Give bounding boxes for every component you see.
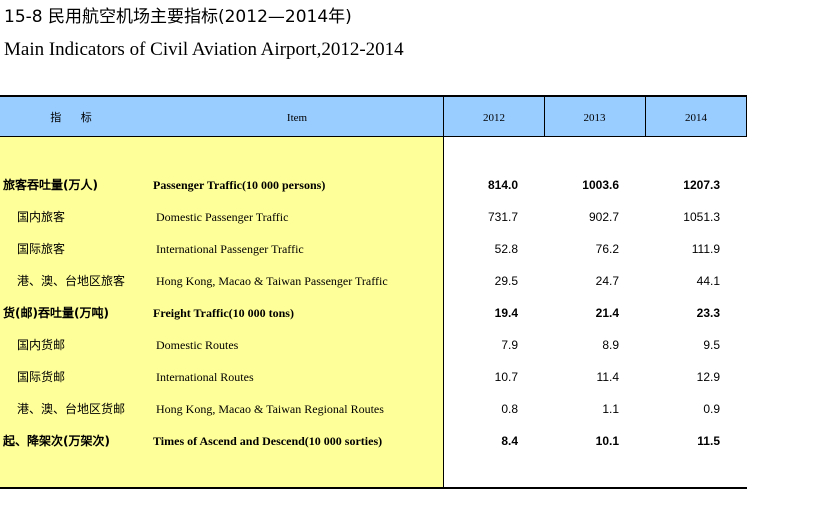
row-label-cn: 国内旅客 (17, 210, 66, 224)
value-2013: 1.1 (602, 402, 619, 416)
table-row-domestic-passenger: 国内旅客 Domestic Passenger Traffic 731.7 90… (0, 201, 747, 233)
row-label-en: Domestic Routes (156, 338, 239, 352)
row-label-cn: 港、澳、台地区货邮 (17, 402, 126, 416)
indicators-table: 指 标 Item 2012 2013 2014 旅客吞吐量(万人) Passen… (0, 95, 747, 489)
row-label-cn: 旅客吞吐量(万人) (3, 178, 98, 192)
value-2014: 111.9 (691, 242, 720, 256)
row-label-en: Freight Traffic(10 000 tons) (153, 306, 294, 320)
table-row-hk-macao-taiwan-passenger: 港、澳、台地区旅客 Hong Kong, Macao & Taiwan Pass… (0, 265, 747, 297)
table-row-freight-traffic: 货(邮)吞吐量(万吨) Freight Traffic(10 000 tons)… (0, 297, 747, 329)
table-row-passenger-traffic: 旅客吞吐量(万人) Passenger Traffic(10 000 perso… (0, 169, 747, 201)
header-year-2012: 2012 (483, 112, 505, 124)
row-label-cn: 国内货邮 (17, 338, 66, 352)
value-2013: 11.4 (596, 370, 619, 384)
value-2014: 1051.3 (683, 210, 720, 224)
column-divider (443, 95, 444, 487)
page-title-english: Main Indicators of Civil Aviation Airpor… (4, 39, 404, 60)
row-label-cn: 港、澳、台地区旅客 (17, 274, 126, 288)
value-2014: 44.1 (696, 274, 720, 288)
row-label-cn: 起、降架次(万架次) (3, 434, 110, 448)
value-2012: 19.4 (494, 306, 518, 320)
table-row-hk-macao-taiwan-routes: 港、澳、台地区货邮 Hong Kong, Macao & Taiwan Regi… (0, 393, 747, 425)
value-2013: 24.7 (595, 274, 619, 288)
label-column-background (0, 137, 444, 487)
value-2012: 7.9 (501, 338, 518, 352)
value-2014: 12.9 (696, 370, 720, 384)
value-2013: 1003.6 (582, 178, 619, 192)
value-2012: 10.7 (494, 370, 518, 384)
value-2012: 731.7 (487, 210, 518, 224)
page-title-chinese: 15-8 民用航空机场主要指标(2012—2014年) (4, 7, 352, 27)
header-indicator-cn: 指 标 (50, 111, 100, 124)
row-label-en: Hong Kong, Macao & Taiwan Passenger Traf… (156, 274, 388, 288)
table-bottom-rule (0, 487, 747, 489)
table-row-domestic-routes: 国内货邮 Domestic Routes 7.9 8.9 9.5 (0, 329, 747, 361)
row-label-en: Times of Ascend and Descend(10 000 sorti… (153, 434, 383, 448)
row-label-cn: 国际货邮 (17, 370, 66, 384)
table-row-international-passenger: 国际旅客 International Passenger Traffic 52.… (0, 233, 747, 265)
header-year-2014: 2014 (685, 112, 707, 124)
row-label-cn: 货(邮)吞吐量(万吨) (3, 306, 109, 320)
table-header-row: 指 标 Item 2012 2013 2014 (0, 95, 747, 137)
value-2013: 8.9 (602, 338, 619, 352)
row-label-en: International Routes (156, 370, 254, 384)
value-2013: 10.1 (595, 434, 619, 448)
value-2013: 21.4 (595, 306, 619, 320)
value-2012: 52.8 (494, 242, 518, 256)
row-label-en: Passenger Traffic(10 000 persons) (153, 178, 326, 192)
value-2014: 1207.3 (683, 178, 720, 192)
row-label-cn: 国际旅客 (17, 242, 66, 256)
value-2014: 9.5 (703, 338, 720, 352)
table-row-ascend-descend: 起、降架次(万架次) Times of Ascend and Descend(1… (0, 425, 747, 457)
value-2012: 0.8 (501, 402, 518, 416)
row-label-en: International Passenger Traffic (156, 242, 304, 256)
value-2012: 8.4 (501, 434, 518, 448)
row-label-en: Domestic Passenger Traffic (156, 210, 289, 224)
header-item-en: Item (286, 112, 308, 124)
value-2014: 23.3 (696, 306, 720, 320)
column-divider (746, 95, 747, 137)
column-divider (645, 95, 646, 137)
value-2014: 0.9 (703, 402, 720, 416)
value-2014: 11.5 (697, 434, 720, 448)
value-2012: 814.0 (487, 178, 518, 192)
header-year-2013: 2013 (583, 112, 606, 124)
row-label-en: Hong Kong, Macao & Taiwan Regional Route… (156, 402, 384, 416)
column-divider (544, 95, 545, 137)
value-2013: 76.2 (595, 242, 619, 256)
value-2012: 29.5 (494, 274, 518, 288)
table-row-international-routes: 国际货邮 International Routes 10.7 11.4 12.9 (0, 361, 747, 393)
value-2013: 902.7 (588, 210, 619, 224)
